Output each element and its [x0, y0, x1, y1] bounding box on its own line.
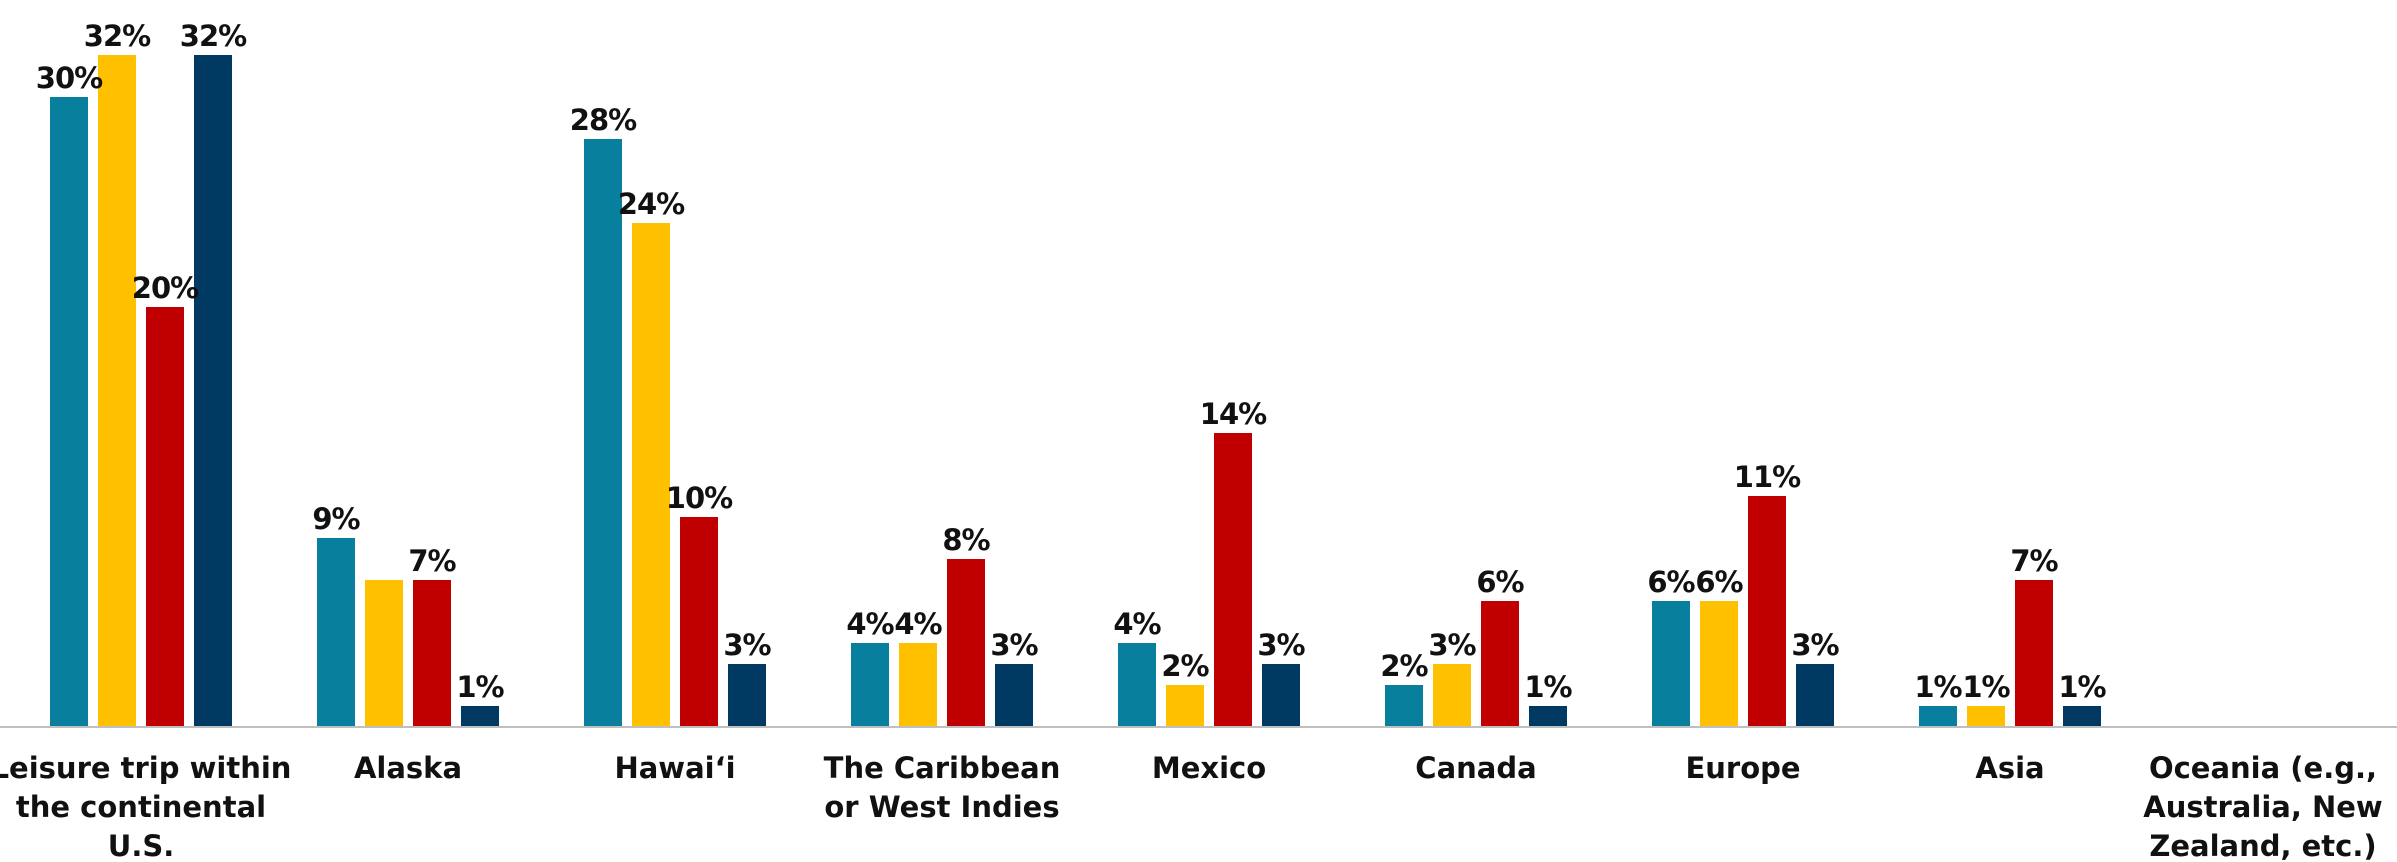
bar-6-0 — [1652, 601, 1690, 727]
category-label-line-8-2: Zealand, etc.) — [2149, 829, 2376, 862]
data-label-4-0: 4% — [1113, 607, 1161, 641]
data-label-6-2: 11% — [1734, 460, 1801, 494]
bar-3-3 — [995, 664, 1033, 727]
bar-4-0 — [1118, 643, 1156, 727]
extra-data-label-0: 9% — [312, 502, 360, 536]
data-label-0-2: 20% — [132, 271, 199, 305]
data-label-2-2: 10% — [666, 481, 733, 515]
category-label-line-2-0: Hawai‘i — [614, 751, 735, 785]
category-label-3: The Caribbean or West Indies — [824, 751, 1061, 824]
data-label-3-3: 3% — [990, 628, 1038, 662]
category-labels-layer: Leisure trip within the continental U.S. Al… — [0, 751, 2383, 862]
category-label-4: Mexico — [1152, 751, 1266, 785]
bar-0-3 — [194, 55, 232, 727]
bar-2-2 — [680, 517, 718, 727]
category-label-line-3-0: The Caribbean — [824, 751, 1061, 785]
bar-5-3 — [1529, 706, 1567, 727]
bar-7-3 — [2063, 706, 2101, 727]
category-label-line-3-1: or West Indies — [824, 790, 1059, 824]
data-label-5-3: 1% — [1524, 670, 1572, 704]
data-label-7-0: 1% — [1914, 670, 1962, 704]
data-label-4-3: 3% — [1257, 628, 1305, 662]
bar-7-1 — [1967, 706, 2005, 727]
category-label-line-7-0: Asia — [1975, 751, 2044, 785]
data-label-0-0: 30% — [36, 61, 103, 95]
data-label-5-1: 3% — [1428, 628, 1476, 662]
bar-7-0 — [1919, 706, 1957, 727]
category-label-line-1-0: Alaska — [354, 751, 462, 785]
bar-0-2 — [146, 307, 184, 727]
category-label-line-0-0: Leisure trip within — [0, 751, 291, 785]
category-label-1: Alaska — [354, 751, 462, 785]
data-label-7-1: 1% — [1962, 670, 2010, 704]
category-label-line-6-0: Europe — [1685, 751, 1800, 785]
bar-3-2 — [947, 559, 985, 727]
category-label-8: Oceania (e.g., Australia, New Zealand, etc… — [2143, 751, 2382, 862]
bar-5-0 — [1385, 685, 1423, 727]
category-label-2: Hawai‘i — [614, 751, 735, 785]
category-label-line-5-0: Canada — [1415, 751, 1536, 785]
data-label-3-1: 4% — [894, 607, 942, 641]
category-label-6: Europe — [1685, 751, 1800, 785]
data-label-0-3: 32% — [180, 19, 247, 53]
bar-6-1 — [1700, 601, 1738, 727]
bar-5-1 — [1433, 664, 1471, 727]
data-label-5-0: 2% — [1380, 649, 1428, 683]
data-label-4-1: 2% — [1161, 649, 1209, 683]
bar-1-1 — [365, 580, 403, 727]
data-label-6-1: 6% — [1695, 565, 1743, 599]
bar-1-0 — [317, 538, 355, 727]
data-labels-layer: 30%32%20%32%7%1%28%24%10%3%4% 4%8%3%4%2%1… — [36, 19, 2108, 704]
category-label-7: Asia — [1975, 751, 2044, 785]
category-label-line-0-2: U.S. — [108, 829, 174, 862]
data-label-5-2: 6% — [1476, 565, 1524, 599]
data-label-2-0: 28% — [570, 103, 637, 137]
data-label-4-2: 14% — [1200, 397, 1267, 431]
category-label-line-8-1: Australia, New — [2143, 790, 2382, 824]
category-label-line-8-0: Oceania (e.g., — [2149, 751, 2377, 785]
data-label-3-0: 4% — [846, 607, 894, 641]
data-label-6-0: 6% — [1647, 565, 1695, 599]
bar-2-0 — [584, 139, 622, 727]
data-label-1-3: 1% — [456, 670, 504, 704]
bar-1-2 — [413, 580, 451, 727]
bar-4-2 — [1214, 433, 1252, 727]
bar-3-1 — [899, 643, 937, 727]
category-label-line-4-0: Mexico — [1152, 751, 1266, 785]
bar-4-3 — [1262, 664, 1300, 727]
data-label-1-2: 7% — [408, 544, 456, 578]
bar-6-3 — [1796, 664, 1834, 727]
bar-3-0 — [851, 643, 889, 727]
bar-2-1 — [632, 223, 670, 727]
bar-0-0 — [50, 97, 88, 727]
data-label-7-2: 7% — [2010, 544, 2058, 578]
bar-2-3 — [728, 664, 766, 727]
bars-layer — [50, 55, 2101, 727]
bar-6-2 — [1748, 496, 1786, 727]
data-label-0-1: 32% — [84, 19, 151, 53]
category-label-line-0-1: the continental — [16, 790, 266, 824]
category-label-0: Leisure trip within the continental U.S. — [0, 751, 291, 862]
bar-1-3 — [461, 706, 499, 727]
data-label-2-1: 24% — [618, 187, 685, 221]
bar-4-1 — [1166, 685, 1204, 727]
data-label-3-2: 8% — [942, 523, 990, 557]
bar-0-1 — [98, 55, 136, 727]
bar-7-2 — [2015, 580, 2053, 727]
data-label-6-3: 3% — [1791, 628, 1839, 662]
category-label-5: Canada — [1415, 751, 1536, 785]
data-label-2-3: 3% — [723, 628, 771, 662]
data-label-7-3: 1% — [2058, 670, 2106, 704]
bar-5-2 — [1481, 601, 1519, 727]
